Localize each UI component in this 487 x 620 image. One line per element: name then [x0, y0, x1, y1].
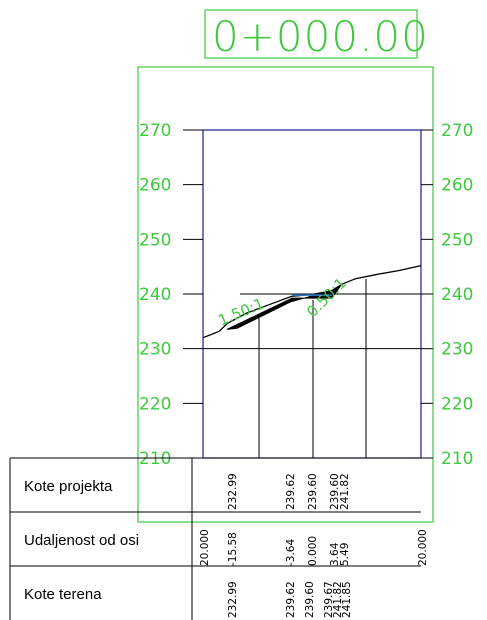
left-axis-tick-label: 230 [139, 340, 171, 360]
right-elevation-axis: 210 220 230 240 250 260 270 [421, 121, 473, 469]
left-axis-tick-label: 260 [139, 176, 171, 196]
design-body [226, 283, 343, 330]
right-axis-tick-label: 220 [441, 394, 473, 414]
left-axis-tick-label: 220 [139, 394, 171, 414]
right-axis-tick-label: 250 [441, 230, 473, 250]
left-axis-tick-label: 250 [139, 230, 171, 250]
left-axis-tick-label: 210 [139, 449, 171, 469]
right-axis-tick-label: 260 [441, 176, 473, 196]
offset-value: 20.000 [199, 529, 211, 566]
terrain-elevation-value: 239.62 [285, 581, 297, 618]
project-elevation-value: 239.62 [285, 473, 297, 510]
offset-value: 20.000 [417, 529, 429, 566]
project-elevation-value: 239.60 [307, 473, 319, 510]
data-table: Kote projekta Udaljenost od osi Kote ter… [9, 457, 429, 620]
profile-lines [202, 264, 422, 339]
offset-value: 0.000 [307, 536, 319, 566]
row-label-offsets: Udaljenost od osi [24, 532, 139, 549]
offset-value: 3.64 [329, 542, 341, 566]
terrain-elevation-value: 239.60 [304, 581, 316, 618]
right-axis-tick-label: 270 [441, 121, 473, 141]
row-label-project-elevations: Kote projekta [24, 478, 113, 495]
terrain-elevation-value: 239.67 [323, 581, 335, 618]
project-elevation-value: 239.60 [329, 473, 341, 510]
left-axis-tick-label: 270 [139, 121, 171, 141]
terrain-elevation-value: 232.99 [227, 581, 239, 618]
row-label-terrain-elevations: Kote terena [24, 586, 102, 603]
right-axis-tick-label: 230 [441, 340, 473, 360]
project-elevation-value: 232.99 [227, 473, 239, 510]
offset-value: -3.64 [285, 539, 297, 566]
terrain-elevation-value: 241.85 [341, 581, 353, 618]
offset-value: 5.49 [339, 543, 351, 566]
left-elevation-axis: 210 220 230 240 250 260 270 [139, 121, 203, 469]
station-label: 0+000.00 [212, 12, 429, 61]
left-axis-tick-label: 240 [139, 285, 171, 305]
offset-value: -15.58 [227, 532, 239, 566]
station-box [204, 9, 418, 59]
right-axis-tick-label: 240 [441, 285, 473, 305]
right-axis-tick-label: 210 [441, 449, 473, 469]
project-elevation-value: 241.82 [339, 473, 351, 510]
terrain-elevation-value: 241.82 [332, 581, 344, 618]
